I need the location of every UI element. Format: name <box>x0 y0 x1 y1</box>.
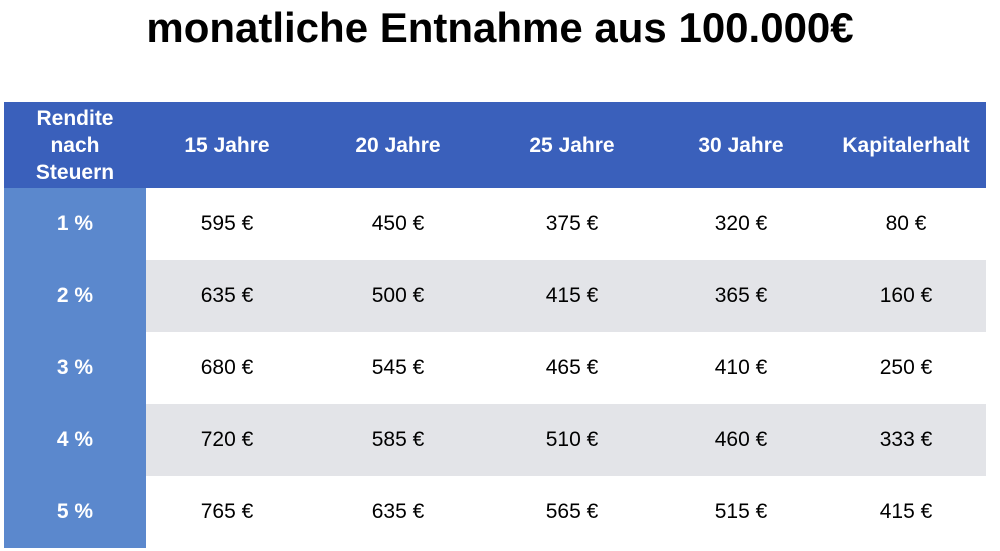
value-cell: 410 € <box>656 332 826 404</box>
rate-cell: 3 % <box>4 332 146 404</box>
header-15-years: 15 Jahre <box>184 133 270 157</box>
value-cell: 415 € <box>488 260 656 332</box>
header-rate-after-tax: Rendite nach Steuern <box>4 102 146 188</box>
table-row: 4 % 720 € 585 € 510 € 460 € 333 € <box>4 404 986 476</box>
rate-cell: 2 % <box>4 260 146 332</box>
value-cell: 585 € <box>308 404 488 476</box>
value-cell: 365 € <box>656 260 826 332</box>
header-rate-line: nach <box>50 133 100 157</box>
value-cell: 375 € <box>488 188 656 260</box>
page-title: monatliche Entnahme aus 100.000€ <box>146 4 854 51</box>
value-cell: 80 € <box>826 188 986 260</box>
table-row: 2 % 635 € 500 € 415 € 365 € 160 € <box>4 260 986 332</box>
header-rate-line: Steuern <box>35 160 115 184</box>
value-cell: 250 € <box>826 332 986 404</box>
table-row: 5 % 765 € 635 € 565 € 515 € 415 € <box>4 476 986 548</box>
value-cell: 635 € <box>146 260 308 332</box>
value-cell: 460 € <box>656 404 826 476</box>
table-row: 1 % 595 € 450 € 375 € 320 € 80 € <box>4 188 986 260</box>
table-row: 3 % 680 € 545 € 465 € 410 € 250 € <box>4 332 986 404</box>
value-cell: 500 € <box>308 260 488 332</box>
rate-cell: 5 % <box>4 476 146 548</box>
value-cell: 765 € <box>146 476 308 548</box>
value-cell: 333 € <box>826 404 986 476</box>
value-cell: 450 € <box>308 188 488 260</box>
value-cell: 515 € <box>656 476 826 548</box>
value-cell: 510 € <box>488 404 656 476</box>
value-cell: 545 € <box>308 332 488 404</box>
value-cell: 635 € <box>308 476 488 548</box>
value-cell: 320 € <box>656 188 826 260</box>
value-cell: 565 € <box>488 476 656 548</box>
value-cell: 680 € <box>146 332 308 404</box>
header-capital-preservation: Kapitalerhalt <box>842 133 970 157</box>
value-cell: 415 € <box>826 476 986 548</box>
withdrawal-table: Rendite nach Steuern 15 Jahre 20 Jahre 2… <box>4 102 986 548</box>
header-rate-line: Rendite <box>36 106 114 130</box>
header-25-years: 25 Jahre <box>529 133 615 157</box>
value-cell: 465 € <box>488 332 656 404</box>
table-header-row: Rendite nach Steuern 15 Jahre 20 Jahre 2… <box>4 102 986 188</box>
value-cell: 160 € <box>826 260 986 332</box>
value-cell: 595 € <box>146 188 308 260</box>
value-cell: 720 € <box>146 404 308 476</box>
header-20-years: 20 Jahre <box>355 133 441 157</box>
rate-cell: 1 % <box>4 188 146 260</box>
rate-cell: 4 % <box>4 404 146 476</box>
header-30-years: 30 Jahre <box>698 133 784 157</box>
